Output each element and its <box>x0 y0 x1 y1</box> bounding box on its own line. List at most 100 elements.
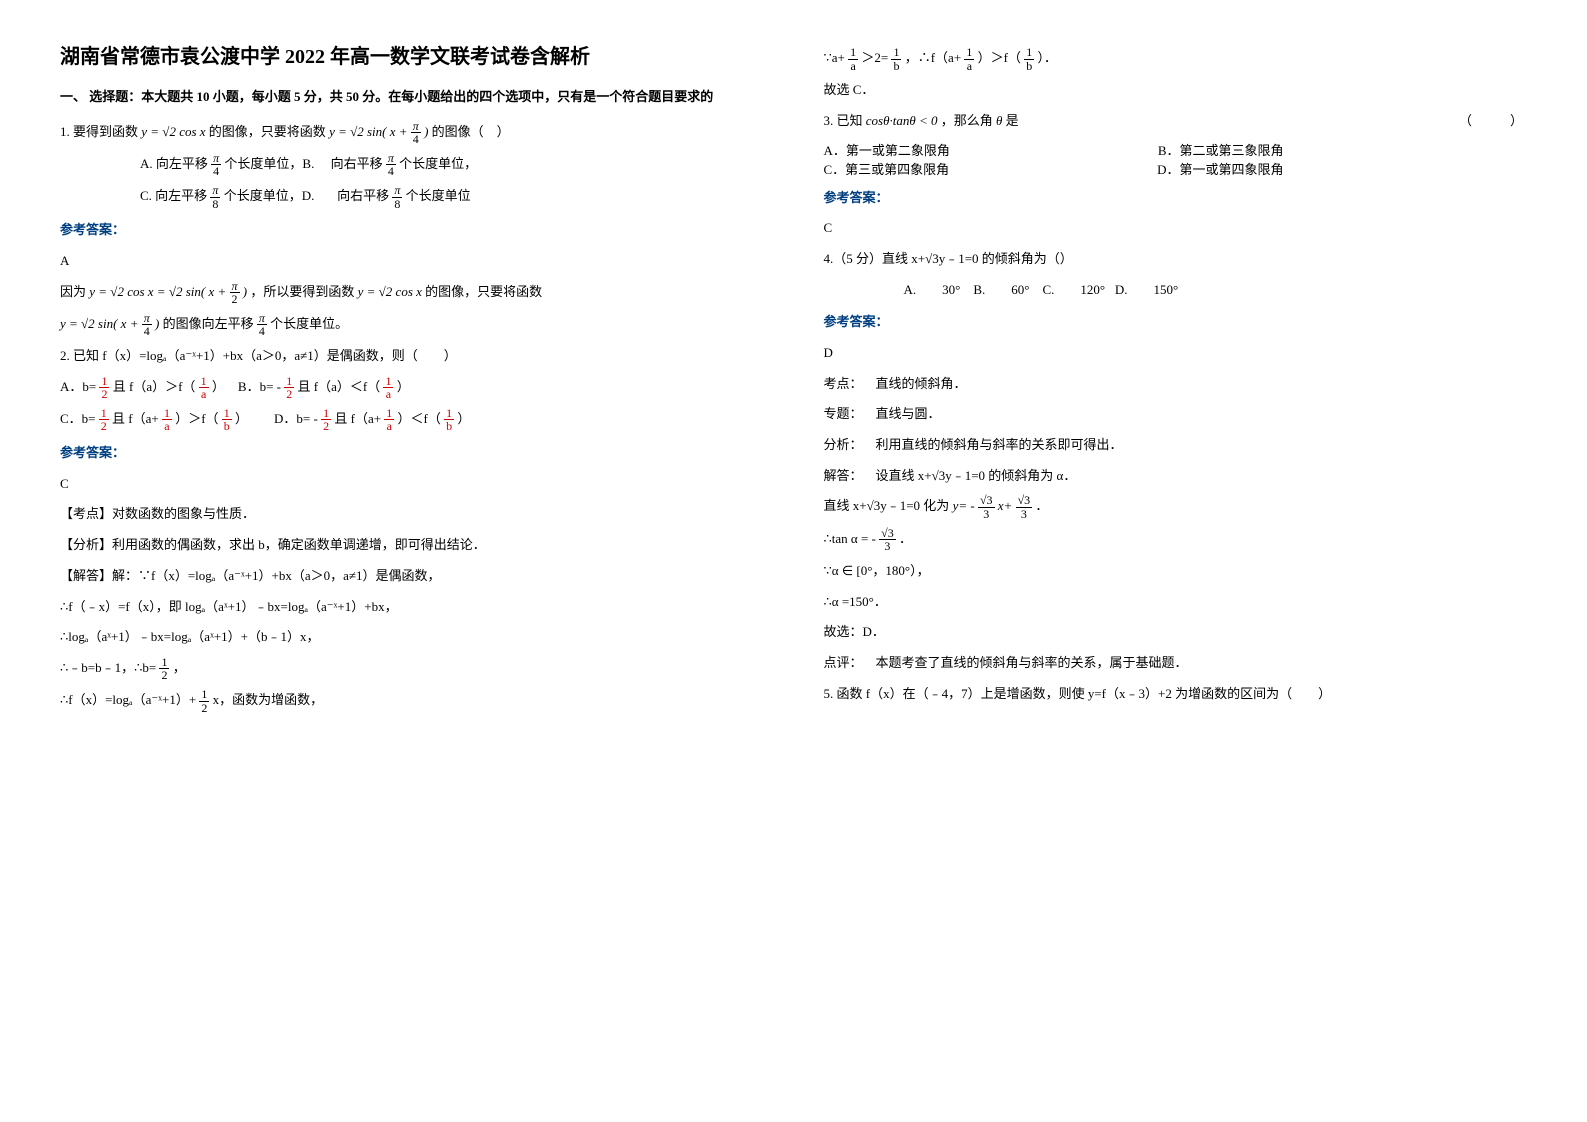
pi: π <box>386 152 396 166</box>
sqrt3: √3 <box>978 494 995 508</box>
text: ． <box>1035 499 1048 514</box>
text: x，函数为增函数， <box>213 692 324 707</box>
text: ）＞f（ <box>175 411 218 426</box>
two: 2 <box>199 702 209 715</box>
b: b <box>444 420 454 433</box>
q1-expl-1: 因为 y = √2 cos x = √2 sin( x + π 2 ) ，所以要… <box>60 280 764 306</box>
frac: 1 2 <box>159 656 169 682</box>
page-title: 湖南省常德市袁公渡中学 2022 年高一数学文联考试卷含解析 <box>60 40 764 69</box>
text: 因为 <box>60 284 86 299</box>
frac: 1 a <box>848 46 858 72</box>
q3-C: C．第三或第四象限角 <box>824 159 950 178</box>
two: 2 <box>99 388 109 401</box>
q2-e1: 【考点】对数函数的图象与性质． <box>60 502 764 527</box>
frac: 1 b <box>444 407 454 433</box>
text: ＞2= <box>861 50 888 65</box>
a: a <box>162 420 172 433</box>
four: 4 <box>411 133 421 146</box>
q3-stem-left: 3. 已知 cosθ·tanθ < 0 ，那么角 θ 是 <box>824 109 1019 134</box>
q2-e2: 【分析】利用函数的偶函数，求出 b，确定函数单调递增，即可得出结论． <box>60 533 764 558</box>
text: ，所以要得到函数 <box>250 284 354 299</box>
two: 2 <box>159 669 169 682</box>
q1-answer: A <box>60 249 764 274</box>
q1-func2-pre: y = √2 sin( x + <box>329 124 407 139</box>
pi: π <box>211 152 221 166</box>
text: 且 f（a+ <box>334 411 381 426</box>
answer-label: 参考答案： <box>824 310 1528 335</box>
one: 1 <box>383 375 393 389</box>
a: a <box>964 60 974 73</box>
one: 1 <box>321 407 331 421</box>
pi: π <box>257 312 267 326</box>
text: ∵a+ <box>824 50 845 65</box>
q2-e4: ∴f（﹣x）=f（x），即 logₐ（aˣ+1）﹣bx=logₐ（a⁻ˣ+1）+… <box>60 595 764 620</box>
text: ） <box>397 379 410 394</box>
q4-A: A. 30° <box>904 282 961 297</box>
q2-e3: 【解答】解：∵f（x）=logₐ（a⁻ˣ+1）+bx（a＞0，a≠1）是偶函数， <box>60 564 764 589</box>
math: y= - <box>953 499 975 514</box>
one: 1 <box>222 407 232 421</box>
text: ． <box>899 531 912 546</box>
text: ） B．b= - <box>212 379 281 394</box>
math: x+ <box>998 499 1013 514</box>
one: 1 <box>891 46 901 60</box>
q4-D: D. 150° <box>1115 282 1178 297</box>
two: 2 <box>284 388 294 401</box>
one: 1 <box>964 46 974 60</box>
four: 4 <box>142 325 152 338</box>
frac: 1 2 <box>321 407 331 433</box>
text: 且 f（a）＜f（ <box>298 379 381 394</box>
q3-D: D．第一或第四象限角 <box>1157 159 1283 178</box>
four: 4 <box>386 165 396 178</box>
q3-choices-row2: C．第三或第四象限角 D．第一或第四象限角 <box>824 159 1284 178</box>
one: 1 <box>199 688 209 702</box>
two: 2 <box>99 420 109 433</box>
q1-stem-b: 的图像，只要将函数 <box>209 124 326 139</box>
frac: 1 a <box>383 375 393 401</box>
a: a <box>383 388 393 401</box>
b: b <box>1024 60 1034 73</box>
frac: √3 3 <box>978 494 995 520</box>
eight: 8 <box>210 198 220 211</box>
frac: 1 2 <box>99 375 109 401</box>
answer-label: 参考答案： <box>60 441 764 466</box>
frac: 1 a <box>162 407 172 433</box>
blank: （ ） <box>1459 109 1527 134</box>
q2-e6: ∴﹣b=b﹣1，∴b= 1 2 ， <box>60 656 764 682</box>
q1-func1: y = √2 cos x <box>141 124 205 139</box>
section-1-head: 一、 选择题：本大题共 10 小题，每小题 5 分，共 50 分。在每小题给出的… <box>60 85 764 110</box>
q2-e9: 故选 C． <box>824 78 1528 103</box>
frac: 1 a <box>964 46 974 72</box>
text: 个长度单位。 <box>270 316 348 331</box>
theta: θ <box>996 113 1002 128</box>
q1-stem-a: 1. 要得到函数 <box>60 124 138 139</box>
text: 且 f（a）＞f（ <box>113 379 196 394</box>
frac: 1 b <box>891 46 901 72</box>
pi: π <box>411 120 421 134</box>
q1-stem: 1. 要得到函数 y = √2 cos x 的图像，只要将函数 y = √2 s… <box>60 120 764 146</box>
q1-B-pre: 向右平移 <box>331 156 383 171</box>
one: 1 <box>444 407 454 421</box>
text: 且 f（a+ <box>112 411 159 426</box>
text: ） D．b= - <box>235 411 318 426</box>
text: 3. 已知 <box>824 113 863 128</box>
q2-e7: ∴f（x）=logₐ（a⁻ˣ+1）+ 1 2 x，函数为增函数， <box>60 688 764 714</box>
a: a <box>848 60 858 73</box>
text: 的图像向左平移 <box>163 316 254 331</box>
q4-e3: 分析： 利用直线的倾斜角与斜率的关系即可得出． <box>824 433 1528 458</box>
q1-B-post: 个长度单位， <box>399 156 477 171</box>
text: ）＞f（ <box>978 50 1021 65</box>
text: ∴tan α = - <box>824 531 876 546</box>
q1-D-pre: 向右平移 <box>337 188 389 203</box>
one: 1 <box>848 46 858 60</box>
q1-A-post: 个长度单位，B. <box>224 156 314 171</box>
text: ， <box>173 660 186 675</box>
q4-e9: 故选：D． <box>824 620 1528 645</box>
q2-choice-ab: A．b= 1 2 且 f（a）＞f（ 1 a ） B．b= - 1 2 且 f（… <box>60 375 764 401</box>
q3-A: A．第一或第二象限角 <box>824 140 950 159</box>
q1-choice-ab: A. 向左平移 π 4 个长度单位，B. 向右平移 π 4 个长度单位， <box>60 152 764 178</box>
frac: 1 2 <box>284 375 294 401</box>
q2-e8: ∵a+ 1 a ＞2= 1 b ，∴f（a+ 1 a ）＞f（ 1 b ）． <box>824 46 1528 72</box>
frac: 1 a <box>199 375 209 401</box>
math: ) <box>155 316 159 331</box>
